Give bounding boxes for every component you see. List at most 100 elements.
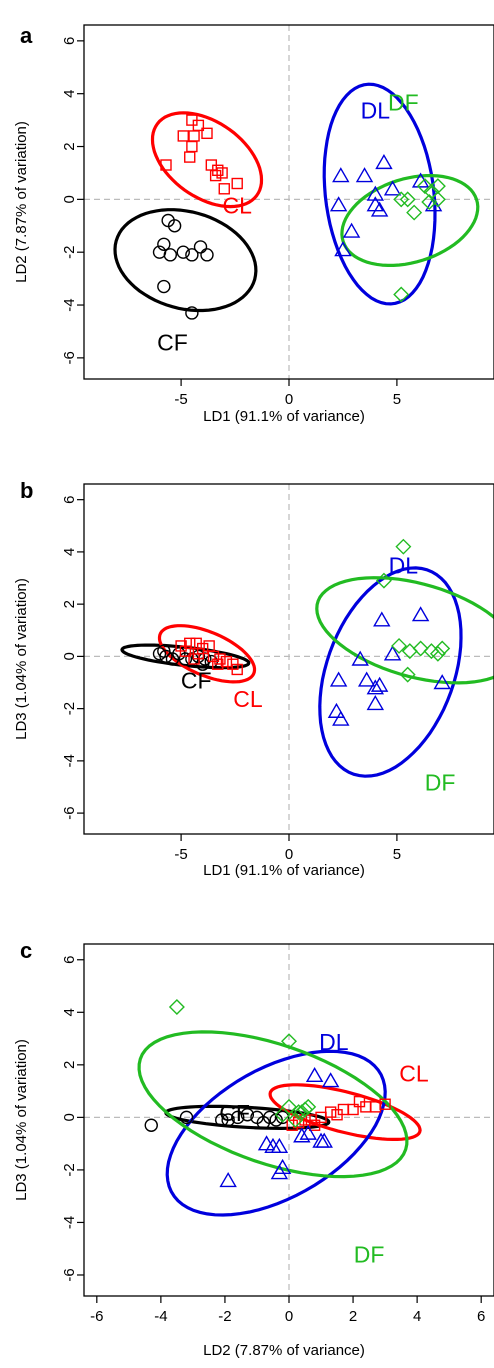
point-DF <box>168 999 185 1016</box>
point-DL <box>329 196 348 212</box>
point-CL <box>160 159 172 171</box>
point-CF <box>240 1108 255 1122</box>
point-DL <box>329 671 348 687</box>
point-DL <box>257 1135 276 1151</box>
group-label-DL: DL <box>389 553 419 579</box>
ellipse-DL <box>165 1049 387 1217</box>
point-CF <box>163 248 178 262</box>
point-CL <box>201 127 213 140</box>
panel-b: DL DF CL CF -5 0 5 -6 -4 -2 0 2 4 6 LD1 (91.1% of vari… <box>13 478 494 879</box>
ellipse-CF <box>113 208 258 313</box>
point-CL <box>231 177 243 190</box>
ellipse-DF <box>315 576 494 685</box>
point-CL <box>188 653 200 665</box>
y-tick-label: 2 <box>61 1061 78 1069</box>
point-DF <box>393 191 410 208</box>
plot-area <box>120 538 494 778</box>
ellipse-DF <box>340 174 480 267</box>
point-CF <box>167 219 182 233</box>
point-DL <box>366 679 385 695</box>
point-DL <box>264 1137 282 1153</box>
point-CF <box>157 644 171 658</box>
y-tick-label: 4 <box>61 548 78 556</box>
x-tick-label: 4 <box>413 1308 421 1325</box>
point-DL <box>327 702 346 718</box>
y-axis-label: LD3 (1.04% of variation) <box>13 1039 30 1201</box>
y-tick-label: 0 <box>61 652 78 660</box>
y-tick-label: 6 <box>61 495 78 503</box>
y-tick-label: 6 <box>61 956 78 964</box>
group-label-CL: CL <box>233 686 263 712</box>
point-DL <box>357 671 376 687</box>
point-CF <box>144 1118 158 1132</box>
y-tick-label: 6 <box>61 37 78 45</box>
point-DF <box>421 194 438 210</box>
point-DL <box>219 1172 237 1188</box>
y-tick-label: -4 <box>61 1216 78 1229</box>
point-CL <box>331 1109 343 1121</box>
y-tick-label: 2 <box>61 600 78 608</box>
point-CF <box>200 248 214 262</box>
point-CL <box>231 663 243 676</box>
point-DF <box>406 204 423 221</box>
y-tick-label: -2 <box>61 1163 78 1176</box>
x-tick-label: -6 <box>90 1308 103 1325</box>
y-tick-label: 4 <box>61 90 78 98</box>
point-DL <box>433 674 451 690</box>
point-CL <box>188 130 200 142</box>
point-DL <box>332 710 350 726</box>
point-CL <box>324 1106 337 1118</box>
point-DF <box>434 640 451 657</box>
point-DF <box>281 1033 297 1050</box>
x-tick-label: -5 <box>174 391 187 408</box>
point-DF <box>429 191 446 208</box>
ellipse-DF <box>137 1030 409 1179</box>
point-DF <box>300 1098 317 1115</box>
y-tick-label: -2 <box>61 702 78 715</box>
point-DL <box>424 196 443 212</box>
point-DF <box>416 178 433 195</box>
point-CF <box>157 279 171 294</box>
point-CF <box>157 237 171 251</box>
point-DL <box>370 676 389 692</box>
point-CL <box>184 151 196 163</box>
point-CL <box>220 655 233 668</box>
y-tick-label: 0 <box>61 1113 78 1121</box>
point-CL <box>177 130 189 142</box>
ellipse-DL <box>322 82 437 306</box>
point-DL <box>305 1066 324 1083</box>
panel-c: DL CL CF DF -6 -4 -2 0 2 4 6 -6 -4 -2 0 2 4 6 LD2 (7.87% o… <box>13 938 494 1359</box>
group-label-CF: CF <box>157 330 188 356</box>
x-tick-label: 0 <box>285 846 293 863</box>
point-CF <box>215 1113 229 1127</box>
point-DF <box>391 637 408 654</box>
point-DL <box>373 611 391 627</box>
point-DF <box>393 286 410 303</box>
y-tick-label: -6 <box>61 351 78 364</box>
ellipse-DL <box>318 566 463 778</box>
point-DL <box>355 167 374 183</box>
y-tick-label: -4 <box>61 754 78 767</box>
point-DF <box>375 572 392 589</box>
group-label-DF: DF <box>425 769 456 795</box>
x-axis-label: LD1 (91.1% of variance) <box>203 408 365 425</box>
point-DL <box>366 185 385 201</box>
group-label-DF: DF <box>354 1242 385 1268</box>
point-DF <box>274 1106 291 1123</box>
point-DL <box>375 153 393 170</box>
point-DL <box>315 1132 333 1148</box>
point-CF <box>179 1110 194 1125</box>
group-label-CL: CL <box>399 1060 429 1086</box>
group-label-DF: DF <box>388 89 419 115</box>
point-CL <box>308 1119 321 1131</box>
point-DL <box>383 645 402 661</box>
point-CF <box>185 306 199 320</box>
y-tick-label: -6 <box>61 806 78 819</box>
x-tick-label: 5 <box>393 391 401 408</box>
point-CF <box>221 1113 235 1127</box>
point-DL <box>366 695 385 711</box>
point-DL <box>351 650 369 666</box>
point-CF <box>176 245 190 259</box>
